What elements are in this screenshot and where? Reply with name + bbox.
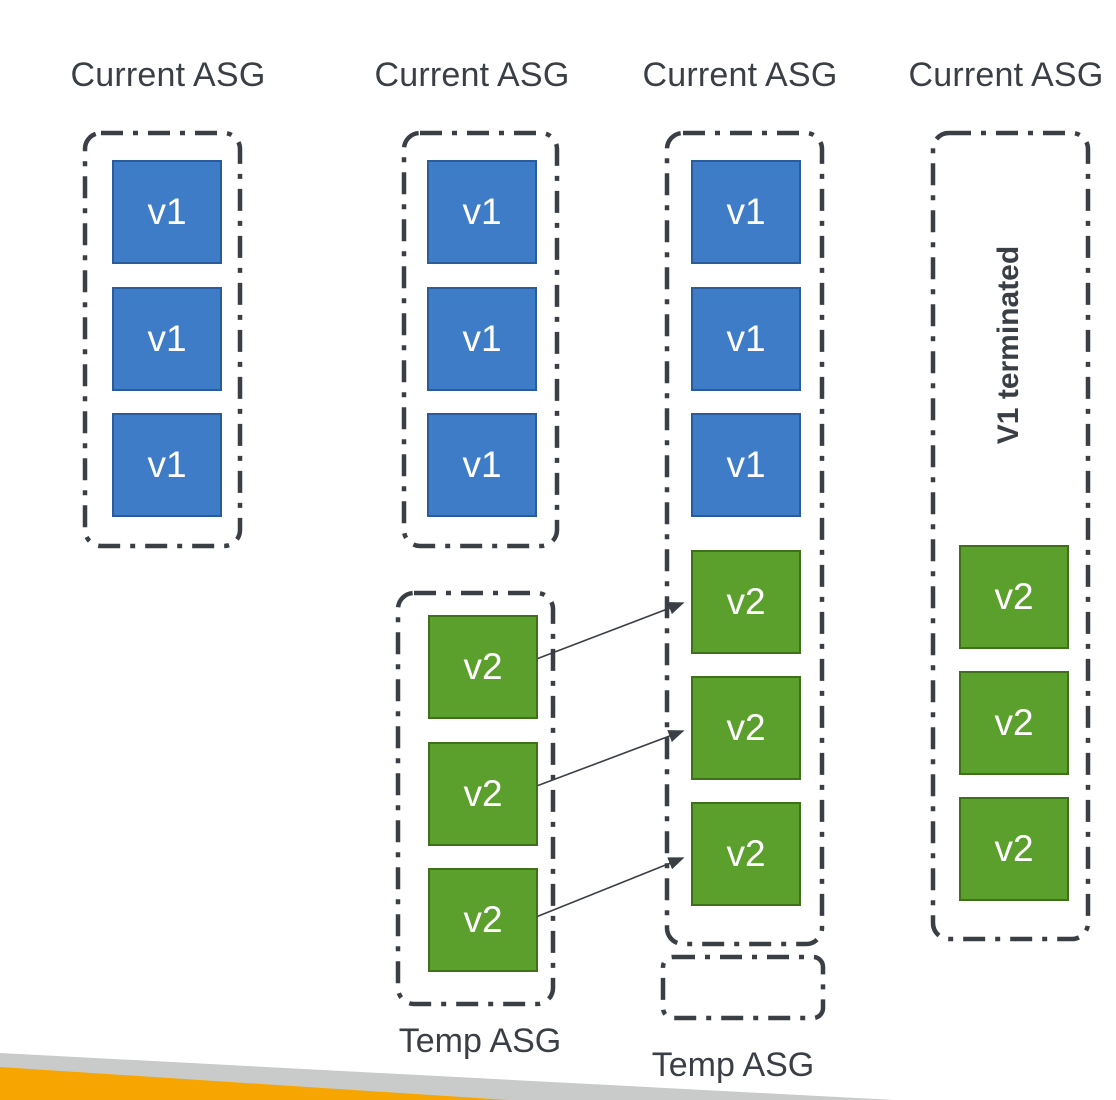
stage2-header: Current ASG (374, 56, 570, 94)
instance-box-v2: v2 (428, 742, 538, 846)
instance-box-v2: v2 (428, 868, 538, 972)
instance-box-v1: v1 (427, 287, 537, 391)
footer-stripe-orange (0, 1067, 508, 1100)
migrate-arrow-3 (530, 857, 685, 920)
instance-box-v2: v2 (691, 550, 801, 654)
instance-box-v1: v1 (691, 160, 801, 264)
stage2-temp-asg-outline (395, 590, 556, 1007)
instance-box-v1: v1 (427, 160, 537, 264)
instance-box-v2: v2 (959, 671, 1069, 775)
migrate-arrow-1 (525, 602, 685, 664)
instance-box-v1: v1 (691, 287, 801, 391)
stage3-temp-asg-label: Temp ASG (651, 1046, 815, 1084)
instance-box-v1: v1 (112, 413, 222, 517)
stage3-temp-asg-empty-outline (660, 954, 826, 1021)
v1-terminated-note: V1 terminated (992, 245, 1025, 445)
stage1-current-asg-outline (82, 130, 243, 549)
instance-box-v2: v2 (959, 545, 1069, 649)
stage2-current-asg-outline (401, 130, 560, 549)
stage4-current-asg-outline (930, 130, 1091, 942)
instance-box-v2: v2 (428, 615, 538, 719)
stage4-header: Current ASG (908, 56, 1104, 94)
instance-box-v1: v1 (691, 413, 801, 517)
instance-box-v1: v1 (112, 160, 222, 264)
migrate-arrow-2 (525, 730, 685, 791)
instance-box-v2: v2 (959, 797, 1069, 901)
stage1-header: Current ASG (70, 56, 266, 94)
stage3-current-asg-outline (664, 130, 825, 947)
instance-box-v2: v2 (691, 802, 801, 906)
instance-box-v2: v2 (691, 676, 801, 780)
stage3-header: Current ASG (642, 56, 838, 94)
instance-box-v1: v1 (112, 287, 222, 391)
stage2-temp-asg-label: Temp ASG (398, 1022, 562, 1060)
instance-box-v1: v1 (427, 413, 537, 517)
